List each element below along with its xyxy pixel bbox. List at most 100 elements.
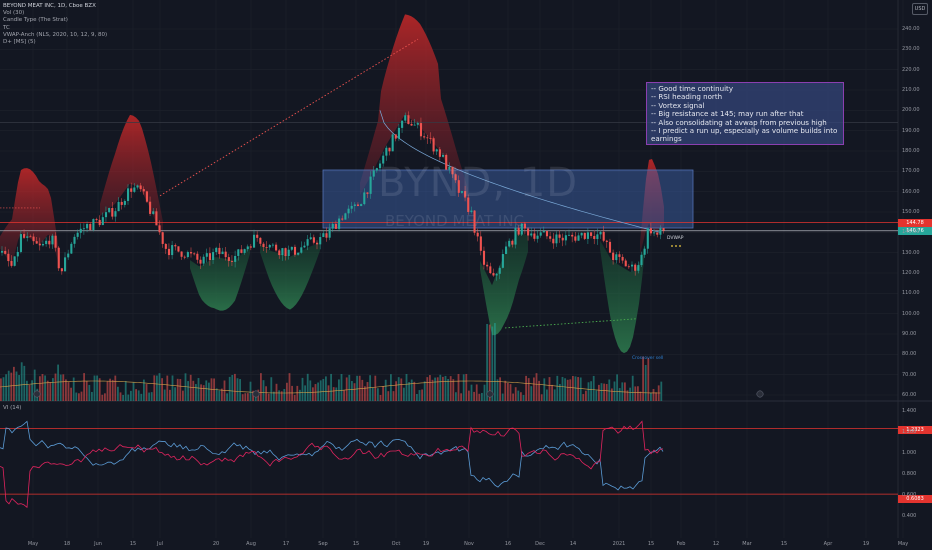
red-cloud [360, 14, 468, 205]
symbol-line[interactable]: BEYOND MEAT INC, 1D, Cboe BZX [3, 3, 96, 9]
candle-body [404, 115, 407, 121]
candle-body [82, 228, 85, 230]
candle-body [51, 235, 54, 245]
volume-bar [330, 373, 332, 401]
candle-body [505, 246, 508, 255]
trendline-lower [504, 318, 638, 329]
volume-bar [439, 374, 442, 401]
candle-body [385, 147, 388, 156]
candle-body [593, 235, 596, 239]
candle-body [86, 223, 89, 229]
volume-bar [85, 381, 88, 401]
candle-body [624, 260, 627, 267]
volume-bar [15, 371, 18, 401]
volume-bar [465, 373, 468, 401]
candle-body [293, 246, 297, 255]
time-tick-label: 19 [422, 541, 430, 547]
candle-body [111, 208, 114, 217]
volume-bar [156, 375, 158, 401]
volume-bar [306, 373, 309, 401]
crossover-label: Crossover sell [632, 356, 664, 361]
candle-body [451, 166, 454, 175]
indicator-vol[interactable]: Vol (30) [3, 10, 25, 17]
volume-bar [564, 378, 566, 401]
candle-body [316, 242, 319, 245]
candle-body [653, 232, 656, 234]
chart-legend: BEYOND MEAT INC, 1D, Cboe BZX Vol (30) C… [3, 3, 107, 46]
volume-bar [93, 375, 96, 401]
volume-bar [244, 393, 247, 401]
volume-bar [111, 379, 114, 401]
volume-bar [80, 391, 83, 401]
candle-body [344, 213, 347, 220]
volume-bar [280, 391, 283, 401]
analysis-note[interactable]: -- Good time continuity -- RSI heading n… [646, 82, 844, 145]
volume-bar [525, 375, 527, 401]
red-cloud [0, 168, 60, 269]
candle-body [640, 254, 643, 266]
resistance-box[interactable] [322, 169, 694, 229]
candle-body [334, 223, 337, 229]
time-tick-label: Oct [391, 541, 401, 547]
currency-button[interactable]: USD [912, 3, 928, 15]
indicator-tc[interactable]: TC [3, 24, 10, 31]
candle-body [145, 191, 148, 202]
volume-bar [145, 384, 148, 401]
volume-bar [423, 381, 426, 401]
candle-body [448, 166, 451, 170]
candle-body [631, 264, 634, 267]
candle-body [271, 244, 274, 246]
candle-body [76, 232, 79, 237]
indicator-vwap[interactable]: VWAP-Anch (NLS, 2020, 10, 12, 9, 80) [3, 31, 108, 38]
volume-bar [96, 375, 98, 401]
volume-bar [556, 375, 559, 401]
volume-bar [163, 389, 166, 401]
indicator-dplus[interactable]: D+ [MS] (5) [3, 39, 36, 46]
volume-bar [148, 392, 150, 401]
volume-bar [39, 376, 41, 401]
volume-bar [590, 381, 592, 401]
note-line: -- Vortex signal [651, 100, 705, 110]
volume-bar [174, 387, 176, 401]
earnings-marker [756, 390, 764, 398]
vi-tick-label: 0.800 [902, 471, 917, 477]
volume-bar [124, 380, 127, 401]
candle-body [558, 234, 561, 238]
volume-bar [413, 381, 416, 401]
volume-bar [283, 389, 286, 401]
volume-bar [26, 380, 28, 401]
red-cloud [640, 158, 664, 255]
price-tick-label: 210.00 [902, 87, 920, 93]
candle-body [656, 232, 659, 235]
volume-bar [358, 375, 361, 401]
candle-body [7, 253, 10, 262]
volume-bar [127, 394, 130, 401]
candle-body [262, 243, 265, 248]
volume-bar [392, 391, 395, 401]
candle-body [649, 228, 652, 234]
price-tick-label: 190.00 [902, 127, 920, 134]
volume-bar [239, 379, 241, 401]
indicator-candle-type[interactable]: Candle Type (The Strat) [3, 17, 68, 24]
volume-bar [449, 376, 452, 401]
candle-body [615, 254, 618, 261]
time-tick-label: Nov [464, 541, 474, 547]
candle-body [338, 218, 341, 229]
volume-bar [647, 358, 650, 401]
volume-bar [436, 377, 439, 401]
price-tag-last: 140.76 [898, 227, 932, 235]
vi-pane-label[interactable]: VI (14) [3, 405, 22, 411]
volume-bar [468, 390, 470, 401]
volume-bar [65, 379, 67, 401]
volume-bar [130, 390, 132, 401]
volume-bar [538, 380, 540, 401]
volume-bar [572, 375, 574, 401]
volume-bar [31, 380, 33, 401]
price-tick-label: 150.00 [902, 209, 920, 215]
volume-bar [270, 377, 273, 401]
volume-bar [491, 326, 494, 401]
time-tick-label: Apr [823, 541, 833, 547]
price-tick-label: 230.00 [902, 46, 920, 53]
time-tick-label: 12 [712, 541, 720, 547]
candle-body [45, 240, 48, 245]
